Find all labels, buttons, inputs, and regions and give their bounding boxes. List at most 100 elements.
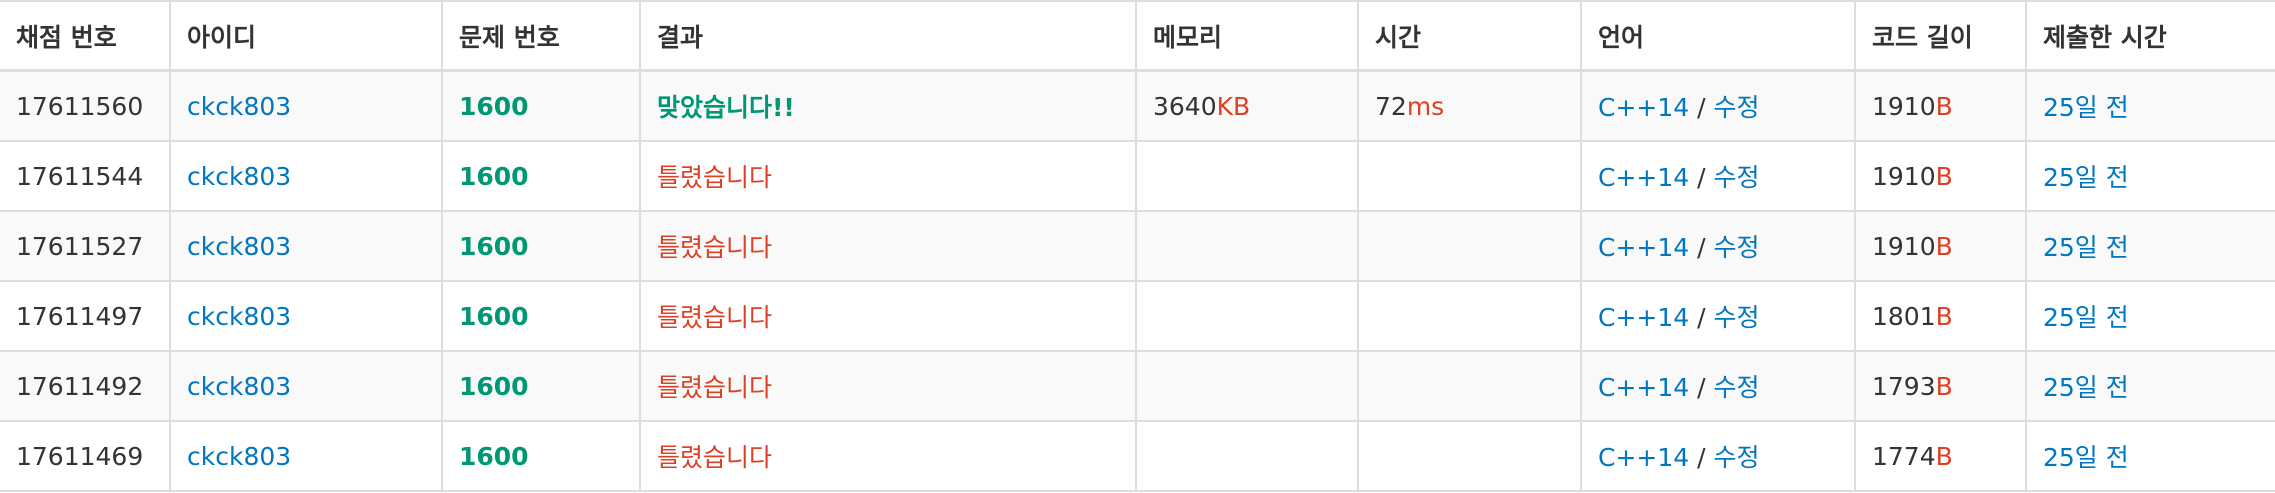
code-length-cell: 1801B	[1854, 281, 2026, 352]
submission-id-value: 17611544	[16, 161, 144, 191]
time-cell	[1357, 421, 1581, 492]
user-id-link[interactable]: ckck803	[187, 301, 292, 331]
problem-id-link[interactable]: 1600	[459, 301, 529, 331]
result-status: 틀렸습니다	[657, 443, 773, 472]
user-id-cell: ckck803	[169, 281, 442, 352]
submission-id: 17611560	[0, 70, 170, 142]
table-header-row: 채점 번호 아이디 문제 번호 결과 메모리 시간 언어 코드 길이 제출한 시…	[0, 0, 2275, 72]
language-link[interactable]: C++14	[1598, 303, 1690, 332]
time-cell: 72ms	[1357, 70, 1581, 142]
submitted-at-cell: 25일 전	[2025, 141, 2275, 212]
submission-id-value: 17611497	[16, 301, 144, 331]
table-row: 17611527 ckck803 1600 틀렸습니다 C++14 / 수정 1…	[0, 211, 2275, 282]
problem-id-link[interactable]: 1600	[459, 231, 529, 261]
problem-id-link[interactable]: 1600	[459, 91, 529, 121]
user-id-link[interactable]: ckck803	[187, 231, 292, 261]
language-cell: C++14 / 수정	[1580, 70, 1855, 142]
user-id-link[interactable]: ckck803	[187, 161, 292, 191]
problem-id-link[interactable]: 1600	[459, 441, 529, 471]
edit-link[interactable]: 수정	[1713, 303, 1760, 332]
table-row: 17611497 ckck803 1600 틀렸습니다 C++14 / 수정 1…	[0, 281, 2275, 352]
problem-id-cell: 1600	[441, 421, 640, 492]
language-link[interactable]: C++14	[1598, 233, 1690, 262]
time-cell	[1357, 211, 1581, 282]
result-cell: 맞았습니다!!	[639, 70, 1136, 142]
language-separator: /	[1689, 303, 1714, 332]
header-language: 언어	[1580, 0, 1855, 72]
submission-id: 17611544	[0, 141, 170, 212]
submitted-at-link[interactable]: 25일 전	[2043, 443, 2129, 472]
language-cell: C++14 / 수정	[1580, 421, 1855, 492]
memory-unit: KB	[1216, 91, 1251, 121]
memory-cell: 3640KB	[1135, 70, 1358, 142]
code-length-cell: 1793B	[1854, 351, 2026, 422]
edit-link[interactable]: 수정	[1713, 163, 1760, 192]
language-link[interactable]: C++14	[1598, 373, 1690, 402]
user-id-link[interactable]: ckck803	[187, 91, 292, 121]
header-submission-id: 채점 번호	[0, 0, 170, 72]
language-link[interactable]: C++14	[1598, 163, 1690, 192]
code-length-cell: 1774B	[1854, 421, 2026, 492]
problem-id-cell: 1600	[441, 70, 640, 142]
language-cell: C++14 / 수정	[1580, 211, 1855, 282]
edit-link[interactable]: 수정	[1713, 233, 1760, 262]
result-status: 맞았습니다!!	[657, 93, 795, 122]
table-row: 17611469 ckck803 1600 틀렸습니다 C++14 / 수정 1…	[0, 421, 2275, 492]
memory-cell	[1135, 211, 1358, 282]
result-status: 틀렸습니다	[657, 303, 773, 332]
memory-cell	[1135, 351, 1358, 422]
header-result: 결과	[639, 0, 1136, 72]
result-cell: 틀렸습니다	[639, 141, 1136, 212]
header-problem-id: 문제 번호	[441, 0, 640, 72]
user-id-cell: ckck803	[169, 141, 442, 212]
submitted-at-cell: 25일 전	[2025, 351, 2275, 422]
code-length-unit: B	[1935, 301, 1953, 331]
code-length-cell: 1910B	[1854, 141, 2026, 212]
memory-value: 3640	[1153, 91, 1217, 121]
code-length-unit: B	[1935, 161, 1953, 191]
language-link[interactable]: C++14	[1598, 443, 1690, 472]
header-user-id: 아이디	[169, 0, 442, 72]
time-unit: ms	[1406, 91, 1445, 121]
submission-id-value: 17611527	[16, 231, 144, 261]
code-length-value: 1774	[1872, 441, 1936, 471]
code-length-cell: 1910B	[1854, 70, 2026, 142]
submitted-at-link[interactable]: 25일 전	[2043, 303, 2129, 332]
submitted-at-link[interactable]: 25일 전	[2043, 93, 2129, 122]
submission-id-value: 17611492	[16, 371, 144, 401]
submitted-at-link[interactable]: 25일 전	[2043, 163, 2129, 192]
submitted-at-cell: 25일 전	[2025, 421, 2275, 492]
user-id-cell: ckck803	[169, 351, 442, 422]
problem-id-cell: 1600	[441, 211, 640, 282]
submission-id: 17611497	[0, 281, 170, 352]
language-link[interactable]: C++14	[1598, 93, 1690, 122]
header-memory: 메모리	[1135, 0, 1358, 72]
header-submitted-at: 제출한 시간	[2025, 0, 2275, 72]
code-length-unit: B	[1935, 371, 1953, 401]
result-cell: 틀렸습니다	[639, 421, 1136, 492]
submitted-at-cell: 25일 전	[2025, 70, 2275, 142]
result-status: 틀렸습니다	[657, 163, 773, 192]
user-id-link[interactable]: ckck803	[187, 371, 292, 401]
code-length-unit: B	[1935, 231, 1953, 261]
user-id-link[interactable]: ckck803	[187, 441, 292, 471]
problem-id-link[interactable]: 1600	[459, 371, 529, 401]
language-separator: /	[1689, 163, 1714, 192]
edit-link[interactable]: 수정	[1713, 93, 1760, 122]
submitted-at-link[interactable]: 25일 전	[2043, 233, 2129, 262]
edit-link[interactable]: 수정	[1713, 373, 1760, 402]
submission-id-value: 17611469	[16, 441, 144, 471]
language-cell: C++14 / 수정	[1580, 351, 1855, 422]
submitted-at-link[interactable]: 25일 전	[2043, 373, 2129, 402]
submitted-at-cell: 25일 전	[2025, 281, 2275, 352]
submission-id: 17611469	[0, 421, 170, 492]
language-separator: /	[1689, 443, 1714, 472]
code-length-value: 1910	[1872, 161, 1936, 191]
problem-id-cell: 1600	[441, 281, 640, 352]
time-cell	[1357, 351, 1581, 422]
result-cell: 틀렸습니다	[639, 211, 1136, 282]
edit-link[interactable]: 수정	[1713, 443, 1760, 472]
memory-cell	[1135, 421, 1358, 492]
problem-id-link[interactable]: 1600	[459, 161, 529, 191]
problem-id-cell: 1600	[441, 351, 640, 422]
